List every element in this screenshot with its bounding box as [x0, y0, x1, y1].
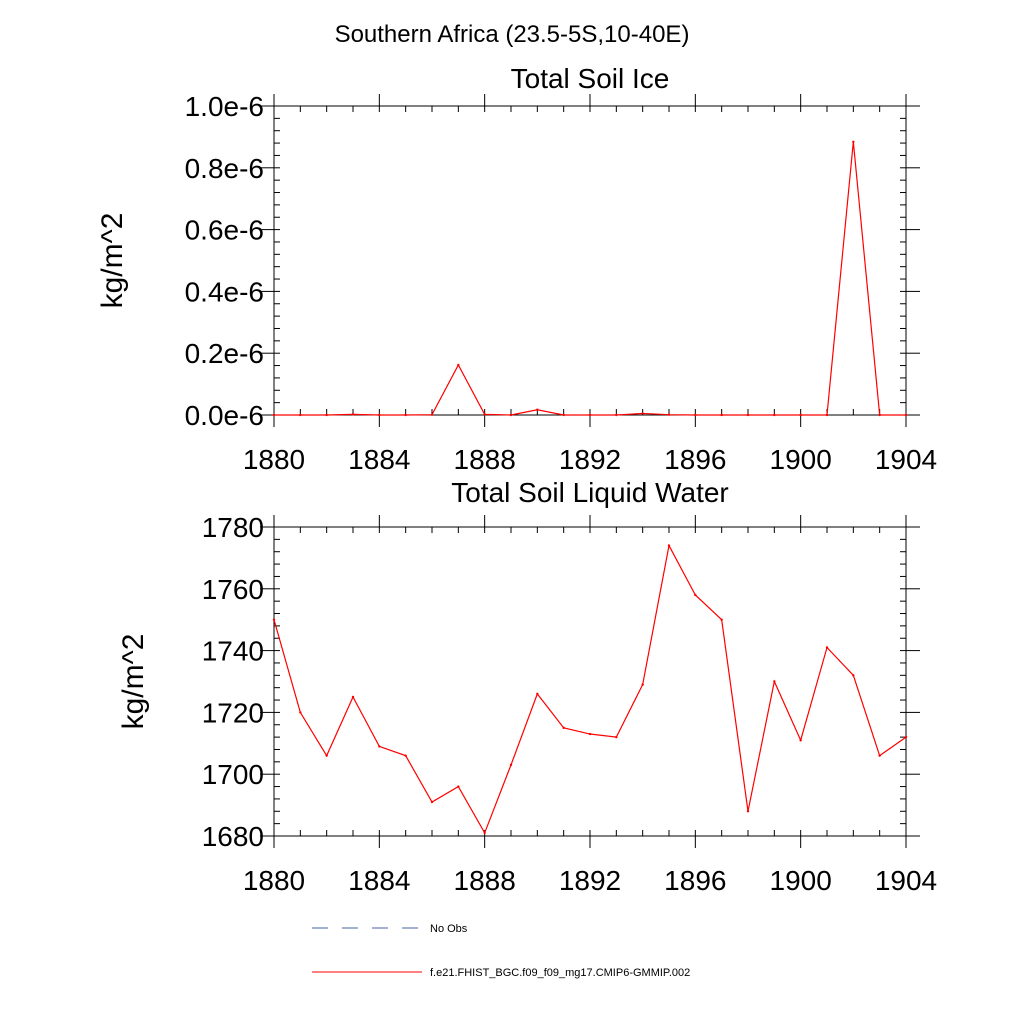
data-point [457, 785, 460, 788]
data-point [509, 763, 513, 767]
data-point [299, 711, 302, 714]
series-line [274, 141, 906, 416]
y-axis-label: kg/m^2 [117, 634, 150, 730]
data-point [351, 695, 355, 699]
data-point [799, 413, 802, 417]
x-tick-label: 1904 [875, 865, 937, 896]
y-tick-label: 0.4e-6 [185, 276, 264, 307]
x-tick-label: 1900 [770, 865, 832, 896]
chart-panel: Total Soil Liquid Water kg/m^2 1880 1884 188… [117, 477, 937, 896]
chart-panel: Total Soil Ice kg/m^2 1880 1884 1888 1892 1896… [96, 63, 937, 475]
x-tick-label: 1884 [348, 865, 410, 896]
data-point [325, 413, 328, 417]
data-point [878, 413, 881, 417]
chart-panels: Total Soil Ice kg/m^2 1880 1884 1888 1892 1896… [96, 63, 937, 896]
x-tick-label: 1884 [348, 444, 410, 475]
y-tick-label: 0.6e-6 [185, 215, 264, 246]
data-point [351, 413, 355, 416]
data-point [746, 413, 750, 417]
x-tick-label: 1888 [454, 444, 516, 475]
x-tick-label: 1904 [875, 444, 937, 475]
data-point [562, 726, 565, 730]
data-point [457, 363, 460, 367]
plot-frame [273, 526, 907, 837]
legend-entry: No Obs [312, 923, 468, 935]
data-point [720, 413, 723, 417]
data-point [641, 412, 644, 415]
data-point [904, 413, 908, 417]
y-tick-label: 1740 [202, 636, 264, 667]
data-point [483, 413, 486, 416]
plot-frame [273, 105, 907, 416]
x-tick-label: 1900 [770, 444, 832, 475]
data-point [667, 544, 671, 547]
x-tick-label: 1892 [559, 444, 621, 475]
data-point [299, 413, 302, 417]
y-axis-label: kg/m^2 [96, 213, 129, 309]
data-point [562, 413, 565, 417]
data-point [536, 692, 539, 696]
data-point [694, 413, 697, 417]
panel-title: Total Soil Ice [511, 63, 670, 94]
figure-title: Southern Africa (23.5-5S,10-40E) [335, 21, 690, 48]
data-point [325, 754, 328, 757]
legend: No Obs f.e21.FHIST_BGC.f09_f09_mg17.CMIP6… [312, 923, 690, 979]
data-point [720, 618, 723, 621]
series-line [273, 543, 907, 835]
data-point [904, 735, 908, 739]
legend-entry: f.e21.FHIST_BGC.f09_f09_mg17.CMIP6-GMMIP… [312, 967, 690, 979]
data-point [641, 683, 644, 686]
y-tick-label: 1720 [202, 697, 264, 728]
x-tick-label: 1880 [243, 444, 305, 475]
data-point [536, 408, 539, 411]
x-tick-label: 1892 [559, 865, 621, 896]
data-point [430, 800, 434, 804]
data-point [746, 810, 750, 813]
y-tick-label: 1760 [202, 574, 264, 605]
data-point [852, 140, 855, 144]
y-tick-label: 0.2e-6 [185, 338, 264, 369]
x-tick-label: 1888 [454, 865, 516, 896]
data-point [378, 745, 381, 748]
data-point [852, 674, 855, 677]
data-point [404, 413, 407, 417]
data-point [878, 754, 881, 757]
y-tick-label: 1700 [202, 759, 264, 790]
y-tick-label: 1.0e-6 [185, 91, 264, 122]
data-point [615, 413, 618, 417]
y-tick-label: 0.0e-6 [185, 400, 264, 431]
y-tick-label: 1680 [202, 821, 264, 852]
data-point [483, 831, 486, 835]
data-point [799, 739, 802, 742]
data-point [773, 413, 776, 417]
data-point [694, 593, 697, 597]
data-point [404, 754, 407, 757]
x-tick-label: 1896 [664, 865, 726, 896]
y-tick-label: 1780 [202, 512, 264, 543]
data-point [825, 413, 829, 417]
x-tick-label: 1896 [664, 444, 726, 475]
data-point [272, 618, 276, 621]
data-point [615, 735, 618, 739]
data-point [773, 680, 776, 683]
legend-label: f.e21.FHIST_BGC.f09_f09_mg17.CMIP6-GMMIP… [430, 967, 690, 979]
data-point [430, 413, 434, 416]
data-point [588, 732, 592, 736]
data-point [588, 413, 592, 417]
data-point [825, 646, 829, 649]
x-tick-label: 1880 [243, 865, 305, 896]
legend-label: No Obs [430, 923, 468, 935]
y-tick-label: 0.8e-6 [185, 153, 264, 184]
data-point [509, 413, 513, 417]
data-point [667, 413, 671, 416]
data-point [272, 413, 276, 417]
panel-title: Total Soil Liquid Water [451, 477, 729, 508]
data-point [378, 413, 381, 417]
